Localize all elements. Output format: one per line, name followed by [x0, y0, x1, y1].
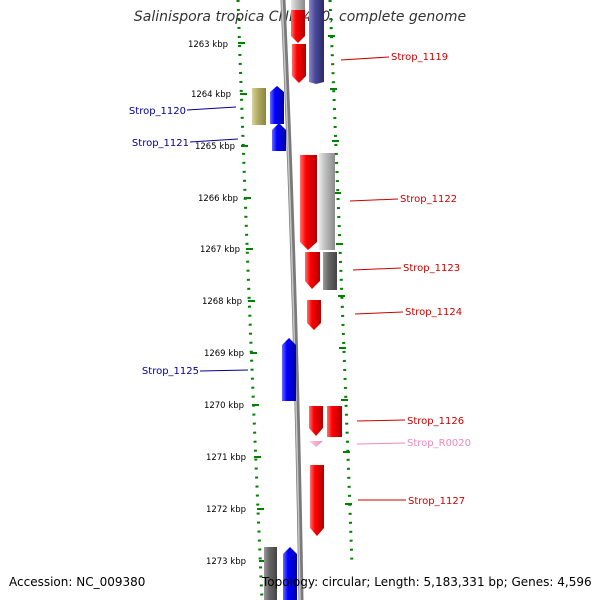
- gene-feature-strop-1123: [305, 252, 320, 289]
- gene-feature-strop-1122-cog: [319, 153, 335, 250]
- gene-feature-bottom-grey: [264, 547, 277, 600]
- kbp-tick-labels: 1263 kbp 1264 kbp 1265 kbp 1266 kbp 1267…: [188, 40, 246, 567]
- tick-label: 1263 kbp: [188, 40, 228, 50]
- tick-label: 1272 kbp: [206, 505, 246, 515]
- gene-label-strop-r0020[interactable]: Strop_R0020: [407, 438, 471, 449]
- gene-label-strop-1123[interactable]: Strop_1123: [403, 263, 460, 274]
- gene-feature-strop-1123-cog: [323, 252, 337, 290]
- gene-label-strop-1122[interactable]: Strop_1122: [400, 194, 457, 205]
- tick-label: 1270 kbp: [204, 401, 244, 411]
- gene-feature-strop-1122: [300, 155, 317, 250]
- gene-label-strop-1124[interactable]: Strop_1124: [405, 307, 462, 318]
- accession-text: Accession: NC_009380: [9, 575, 146, 589]
- gene-feature-strop-1120: [270, 86, 284, 124]
- tick-label: 1273 kbp: [206, 557, 246, 567]
- left-tick-marks: [238, 42, 266, 562]
- gene-feature-strop-1126a: [309, 406, 323, 436]
- gene-feature-strop-1125: [282, 338, 296, 401]
- tick-label: 1268 kbp: [202, 297, 242, 307]
- right-tick-marks: [328, 35, 352, 505]
- gene-label-strop-1121[interactable]: Strop_1121: [132, 138, 189, 149]
- tick-label: 1265 kbp: [195, 142, 235, 152]
- gene-feature-strop-1126: [327, 406, 342, 437]
- gene-feature-strop-1124: [307, 300, 321, 330]
- gene-feature-bottom-blue: [283, 547, 297, 600]
- gene-feature-top-grey: [291, 0, 305, 10]
- gene-label-strop-1119[interactable]: Strop_1119: [391, 52, 448, 63]
- gene-label-strop-1120[interactable]: Strop_1120: [129, 106, 186, 117]
- gene-feature-strop-1119-cog: [309, 0, 324, 84]
- gene-feature-top-red: [291, 10, 305, 43]
- gene-feature-strop-1127: [310, 465, 324, 536]
- tick-label: 1264 kbp: [191, 90, 231, 100]
- gene-feature-strop-1119: [292, 44, 306, 83]
- tick-label: 1271 kbp: [206, 453, 246, 463]
- tick-label: 1267 kbp: [200, 245, 240, 255]
- reverse-strand-features: [252, 86, 297, 600]
- forward-strand-features: [291, 0, 342, 536]
- tick-label: 1269 kbp: [204, 349, 244, 359]
- gene-label-strop-1126[interactable]: Strop_1126: [407, 416, 464, 427]
- genome-backbone: [280, 0, 304, 600]
- topology-text: Topology: circular; Length: 5,183,331 bp…: [262, 575, 592, 589]
- gene-label-strop-1125[interactable]: Strop_1125: [142, 366, 199, 377]
- gene-feature-strop-1120-cog: [252, 88, 266, 125]
- gene-labels: Strop_1119 Strop_1120 Strop_1121 Strop_1…: [129, 52, 471, 507]
- gene-feature-strop-r0020: [309, 441, 323, 447]
- label-leader-lines: [186, 56, 406, 501]
- inner-tick-ring: [236, 0, 264, 600]
- gene-feature-strop-1121: [272, 123, 286, 151]
- gene-label-strop-1127[interactable]: Strop_1127: [408, 496, 465, 507]
- tick-label: 1266 kbp: [198, 194, 238, 204]
